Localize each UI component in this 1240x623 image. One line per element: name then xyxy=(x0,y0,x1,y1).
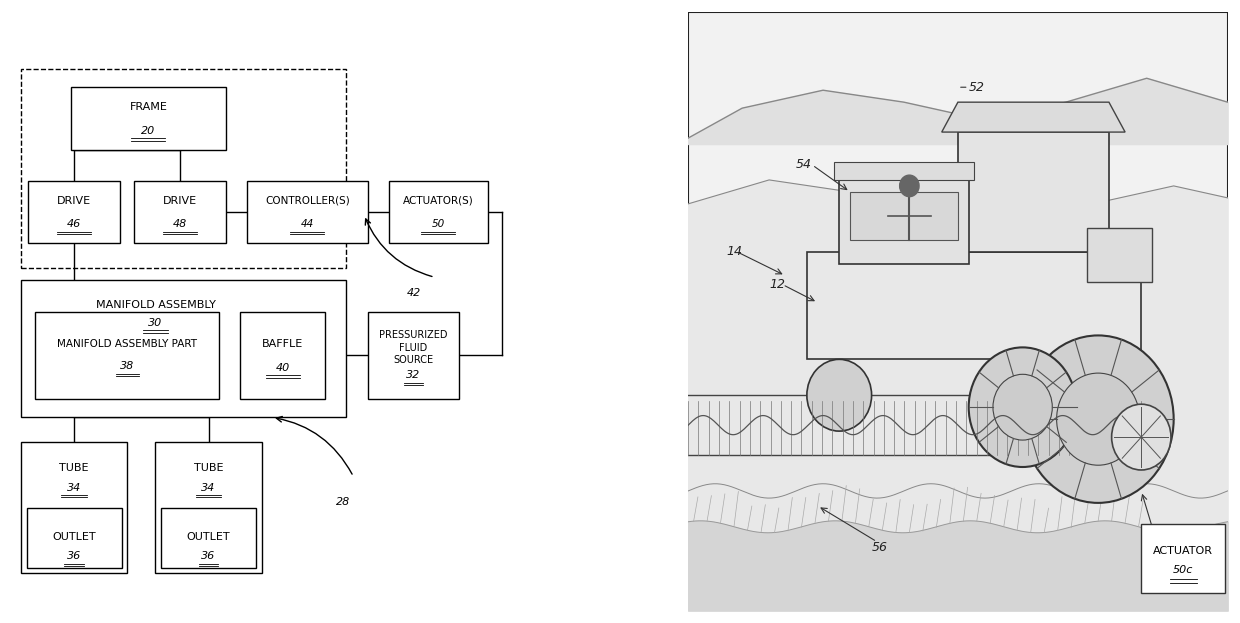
Text: ACTUATOR: ACTUATOR xyxy=(1153,546,1214,556)
Bar xyxy=(1087,228,1152,282)
Circle shape xyxy=(1111,404,1171,470)
Circle shape xyxy=(900,175,919,197)
FancyArrowPatch shape xyxy=(277,417,352,474)
Text: PRESSURIZED: PRESSURIZED xyxy=(379,330,448,340)
Bar xyxy=(839,180,968,264)
Circle shape xyxy=(993,374,1053,440)
Text: 50: 50 xyxy=(432,219,445,229)
Bar xyxy=(807,252,1141,359)
Text: 20: 20 xyxy=(141,126,155,136)
Bar xyxy=(1141,524,1225,592)
Bar xyxy=(71,87,226,150)
Text: 42: 42 xyxy=(407,288,420,298)
Text: CONTROLLER(S): CONTROLLER(S) xyxy=(265,196,350,206)
Bar xyxy=(29,181,120,243)
Text: TUBE: TUBE xyxy=(193,464,223,473)
Text: 34: 34 xyxy=(201,483,216,493)
Text: FRAME: FRAME xyxy=(129,102,167,112)
Text: 12: 12 xyxy=(769,278,785,291)
Text: 38: 38 xyxy=(120,361,134,371)
Text: 36: 36 xyxy=(67,551,82,561)
Text: OUTLET: OUTLET xyxy=(187,531,231,541)
Text: FLUID: FLUID xyxy=(399,343,428,353)
Text: 36: 36 xyxy=(201,551,216,561)
Text: 52: 52 xyxy=(968,81,985,93)
Text: 44: 44 xyxy=(301,219,314,229)
Circle shape xyxy=(1023,335,1174,503)
Text: 14: 14 xyxy=(725,245,742,258)
Bar xyxy=(21,69,346,268)
Text: 32: 32 xyxy=(407,370,420,380)
Text: 54: 54 xyxy=(796,158,812,171)
Bar xyxy=(161,508,255,568)
Text: 50c: 50c xyxy=(1173,565,1194,575)
Text: DRIVE: DRIVE xyxy=(57,196,92,206)
Bar xyxy=(241,312,325,399)
Bar xyxy=(247,181,367,243)
Text: 56: 56 xyxy=(872,541,888,554)
Bar xyxy=(957,132,1109,252)
Bar xyxy=(677,395,1152,455)
Bar xyxy=(851,192,957,240)
Text: DRIVE: DRIVE xyxy=(164,196,197,206)
Text: MANIFOLD ASSEMBLY PART: MANIFOLD ASSEMBLY PART xyxy=(57,339,197,349)
Bar xyxy=(27,508,122,568)
Bar xyxy=(389,181,487,243)
Circle shape xyxy=(807,359,872,431)
Text: SOURCE: SOURCE xyxy=(393,355,434,365)
Text: ACTUATOR(S): ACTUATOR(S) xyxy=(403,196,474,206)
Bar xyxy=(21,442,128,573)
Bar xyxy=(134,181,226,243)
Bar xyxy=(833,162,975,180)
Text: OUTLET: OUTLET xyxy=(52,531,95,541)
Bar xyxy=(35,312,219,399)
Text: 46: 46 xyxy=(67,219,82,229)
FancyArrowPatch shape xyxy=(366,219,432,277)
Bar xyxy=(367,312,459,399)
Bar xyxy=(155,442,262,573)
Bar xyxy=(21,280,346,417)
Polygon shape xyxy=(941,102,1125,132)
Text: 34: 34 xyxy=(67,483,82,493)
Text: MANIFOLD ASSEMBLY: MANIFOLD ASSEMBLY xyxy=(95,300,216,310)
Text: 40: 40 xyxy=(275,363,290,373)
Circle shape xyxy=(968,348,1076,467)
Text: TUBE: TUBE xyxy=(60,464,89,473)
Text: 48: 48 xyxy=(174,219,187,229)
Circle shape xyxy=(1056,373,1140,465)
Text: 28: 28 xyxy=(336,497,350,506)
Text: BAFFLE: BAFFLE xyxy=(262,339,304,349)
Text: 30: 30 xyxy=(149,318,162,328)
